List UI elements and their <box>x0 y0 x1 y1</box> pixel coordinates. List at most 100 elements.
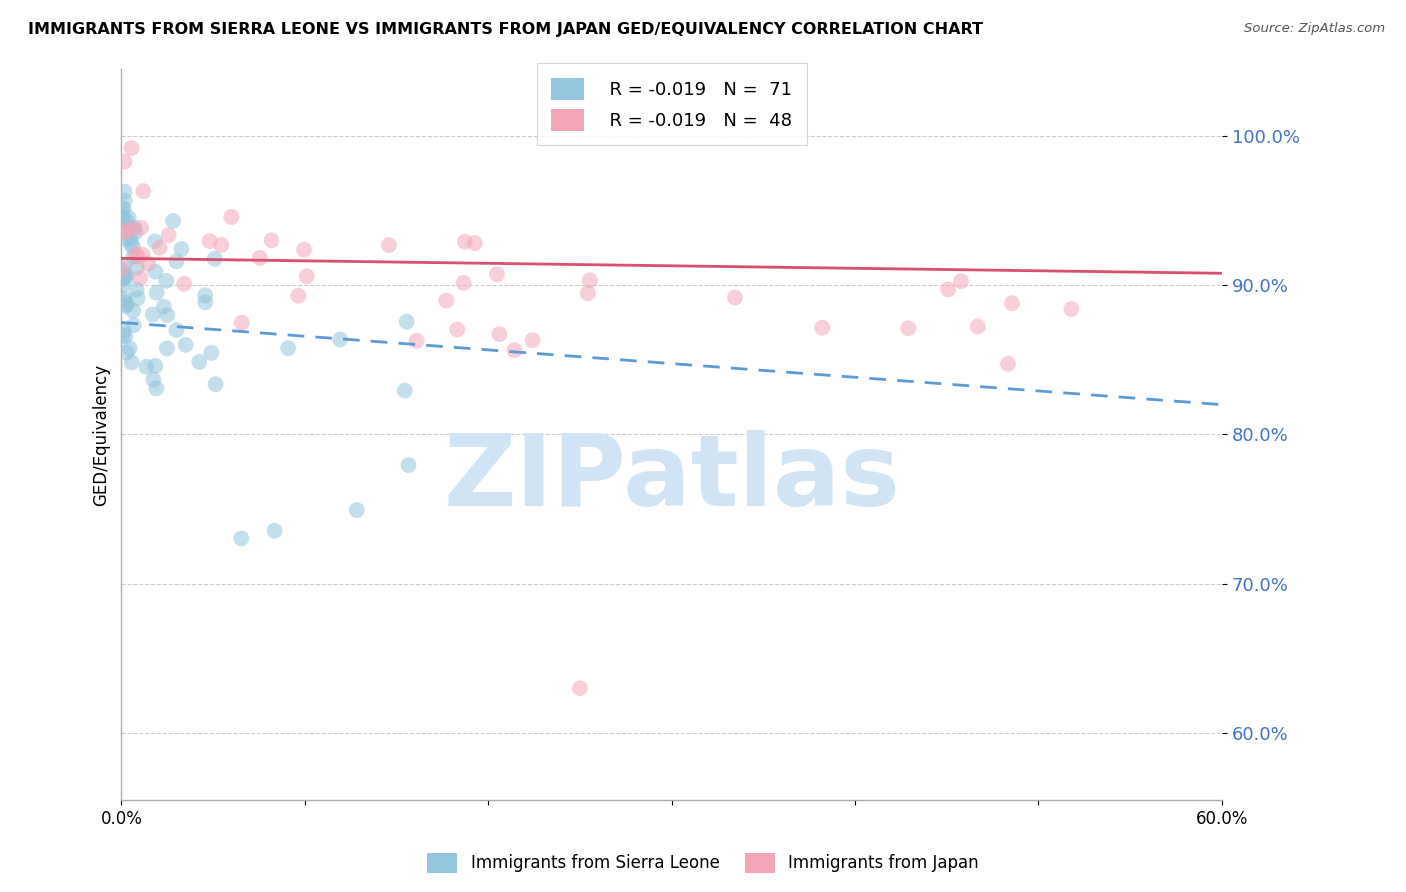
Point <box>118 211 141 225</box>
Point <box>145 359 167 373</box>
Point <box>142 308 165 322</box>
Point <box>292 243 315 257</box>
Point <box>112 202 135 216</box>
Legend: Immigrants from Sierra Leone, Immigrants from Japan: Immigrants from Sierra Leone, Immigrants… <box>420 847 986 880</box>
Point <box>131 247 153 261</box>
Point <box>454 235 477 249</box>
Point <box>724 291 747 305</box>
Point <box>115 345 138 359</box>
Point <box>156 308 179 322</box>
Point <box>568 681 591 696</box>
Point <box>122 318 145 333</box>
Point <box>395 315 418 329</box>
Point <box>811 320 834 334</box>
Point <box>111 201 134 215</box>
Point <box>122 303 145 318</box>
Point <box>170 242 193 256</box>
Point <box>124 220 146 235</box>
Point <box>287 288 309 302</box>
Point <box>576 286 599 301</box>
Point <box>111 210 134 224</box>
Point <box>111 278 134 293</box>
Point <box>378 238 401 252</box>
Point <box>112 272 135 286</box>
Point <box>111 266 134 280</box>
Point <box>143 265 166 279</box>
Point <box>112 269 135 284</box>
Point <box>162 214 184 228</box>
Point <box>188 355 211 369</box>
Point <box>114 329 136 343</box>
Text: ZIPatlas: ZIPatlas <box>443 430 900 527</box>
Point <box>112 323 135 337</box>
Point <box>115 223 138 237</box>
Point <box>263 524 285 538</box>
Point <box>142 373 165 387</box>
Point <box>464 236 486 251</box>
Point <box>114 294 136 309</box>
Point <box>115 270 138 285</box>
Point <box>249 251 271 265</box>
Legend:   R = -0.019   N =  71,   R = -0.019   N =  48: R = -0.019 N = 71, R = -0.019 N = 48 <box>537 63 807 145</box>
Point <box>129 271 152 285</box>
Point <box>112 260 135 274</box>
Point <box>173 277 195 291</box>
Point <box>122 221 145 235</box>
Point <box>200 346 222 360</box>
Point <box>194 288 217 302</box>
Point <box>966 319 988 334</box>
Point <box>111 262 134 277</box>
Point <box>111 210 134 224</box>
Point <box>125 250 148 264</box>
Point <box>124 225 146 239</box>
Point <box>488 327 510 342</box>
Point <box>125 247 148 261</box>
Y-axis label: GED/Equivalency: GED/Equivalency <box>93 363 110 506</box>
Point <box>143 235 166 249</box>
Point <box>149 241 172 255</box>
Point <box>112 291 135 305</box>
Point <box>115 214 138 228</box>
Point <box>231 316 253 330</box>
Point <box>198 234 221 248</box>
Point <box>136 257 159 271</box>
Point <box>120 237 142 252</box>
Point <box>114 185 136 199</box>
Point <box>110 213 132 227</box>
Point <box>115 299 138 313</box>
Point <box>434 293 457 308</box>
Point <box>897 321 920 335</box>
Point <box>118 342 141 356</box>
Point <box>166 254 188 268</box>
Point <box>114 268 136 283</box>
Point <box>155 274 177 288</box>
Point <box>120 231 142 245</box>
Point <box>453 276 475 290</box>
Point <box>260 233 283 247</box>
Point <box>1001 296 1024 310</box>
Point <box>115 232 138 246</box>
Point <box>145 285 167 300</box>
Point <box>114 154 136 169</box>
Point <box>129 220 152 235</box>
Point <box>346 503 368 517</box>
Point <box>121 141 143 155</box>
Point <box>145 381 167 395</box>
Text: Source: ZipAtlas.com: Source: ZipAtlas.com <box>1244 22 1385 36</box>
Point <box>446 322 468 336</box>
Point <box>579 273 602 287</box>
Point <box>121 355 143 369</box>
Point <box>153 300 176 314</box>
Point <box>522 333 544 347</box>
Point <box>114 194 136 208</box>
Point <box>122 250 145 264</box>
Point <box>135 359 157 374</box>
Text: IMMIGRANTS FROM SIERRA LEONE VS IMMIGRANTS FROM JAPAN GED/EQUIVALENCY CORRELATIO: IMMIGRANTS FROM SIERRA LEONE VS IMMIGRAN… <box>28 22 983 37</box>
Point <box>503 343 526 358</box>
Point <box>231 532 253 546</box>
Point <box>219 210 242 224</box>
Point <box>204 377 226 392</box>
Point <box>997 357 1019 371</box>
Point <box>132 184 155 198</box>
Point <box>127 291 149 305</box>
